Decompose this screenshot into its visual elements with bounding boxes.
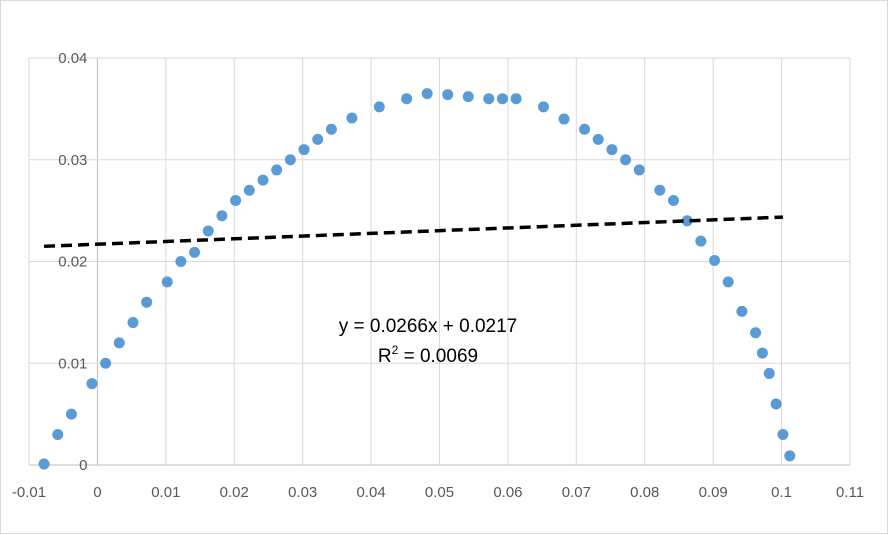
x-tick-label: 0 bbox=[93, 484, 101, 501]
data-point bbox=[722, 276, 734, 288]
data-point bbox=[257, 174, 269, 186]
data-point bbox=[633, 164, 645, 176]
data-point bbox=[756, 347, 768, 359]
x-tick-label: 0.01 bbox=[151, 484, 180, 501]
data-point bbox=[681, 215, 693, 227]
data-point bbox=[510, 93, 522, 105]
data-points bbox=[38, 88, 796, 470]
data-point bbox=[442, 89, 454, 101]
y-tick-label: 0.01 bbox=[58, 355, 87, 372]
data-point bbox=[784, 450, 796, 462]
x-tick-label: 0.08 bbox=[630, 484, 659, 501]
data-point bbox=[161, 276, 173, 288]
y-tick-label: 0.04 bbox=[58, 50, 87, 67]
data-point bbox=[750, 327, 762, 339]
data-point bbox=[496, 93, 508, 105]
x-tick-label: 0.07 bbox=[562, 484, 591, 501]
data-point bbox=[654, 184, 666, 196]
data-point bbox=[462, 91, 474, 103]
data-point bbox=[579, 123, 591, 135]
x-tick-label: 0.05 bbox=[425, 484, 454, 501]
r-squared-superscript: 2 bbox=[392, 343, 399, 357]
data-point bbox=[777, 428, 789, 440]
data-point bbox=[346, 112, 358, 124]
data-point bbox=[202, 225, 214, 237]
data-point bbox=[216, 210, 228, 222]
data-point bbox=[537, 101, 549, 113]
x-tick-label: 0.11 bbox=[836, 484, 864, 501]
x-tick-label: -0.01 bbox=[12, 484, 46, 501]
data-point bbox=[592, 133, 604, 145]
data-point bbox=[709, 254, 721, 266]
data-point bbox=[271, 164, 283, 176]
data-point bbox=[284, 154, 296, 166]
data-point bbox=[100, 357, 112, 369]
data-point bbox=[483, 93, 495, 105]
data-point bbox=[52, 428, 64, 440]
data-point bbox=[189, 246, 201, 258]
data-point bbox=[763, 367, 775, 379]
data-point bbox=[175, 256, 187, 267]
x-tick-label: 0.04 bbox=[356, 484, 385, 501]
data-point bbox=[298, 144, 310, 156]
data-point bbox=[401, 93, 413, 105]
data-point bbox=[667, 194, 679, 206]
r-squared-value: = 0.0069 bbox=[398, 346, 478, 367]
r-squared-label: R2 = 0.0069 bbox=[378, 343, 478, 367]
data-point bbox=[736, 305, 748, 317]
y-tick-label: 0.03 bbox=[58, 152, 87, 169]
data-point bbox=[695, 235, 707, 247]
data-point bbox=[141, 296, 153, 308]
data-point bbox=[243, 184, 255, 196]
gridlines bbox=[28, 57, 851, 466]
data-point bbox=[606, 144, 618, 156]
x-tick-label: 0.02 bbox=[220, 484, 249, 501]
data-point bbox=[325, 123, 337, 135]
x-tick-label: 0.1 bbox=[771, 484, 792, 501]
data-point bbox=[230, 194, 242, 206]
data-point bbox=[127, 317, 139, 329]
data-point bbox=[770, 398, 782, 410]
trendline-equation: y = 0.0266x + 0.0217 bbox=[339, 316, 518, 337]
data-point bbox=[65, 408, 77, 420]
data-point bbox=[38, 458, 50, 470]
data-point bbox=[558, 113, 570, 125]
data-point bbox=[312, 133, 324, 145]
data-point bbox=[113, 337, 125, 349]
tick-labels: -0.01 0 0.01 0.02 0.03 0.04 0.05 0.06 0.07 0.08 0.… bbox=[12, 50, 864, 501]
y-tick-label: 0 bbox=[79, 457, 87, 474]
x-tick-label: 0.03 bbox=[288, 484, 317, 501]
x-tick-label: 0.09 bbox=[699, 484, 728, 501]
y-tick-label: 0.02 bbox=[58, 254, 87, 271]
data-point bbox=[373, 101, 385, 113]
data-point bbox=[421, 88, 433, 100]
data-point bbox=[620, 154, 632, 166]
linear-trendline bbox=[43, 215, 784, 249]
x-tick-label: 0.06 bbox=[493, 484, 522, 501]
data-point bbox=[86, 378, 98, 390]
r-squared-symbol: R bbox=[378, 346, 392, 367]
